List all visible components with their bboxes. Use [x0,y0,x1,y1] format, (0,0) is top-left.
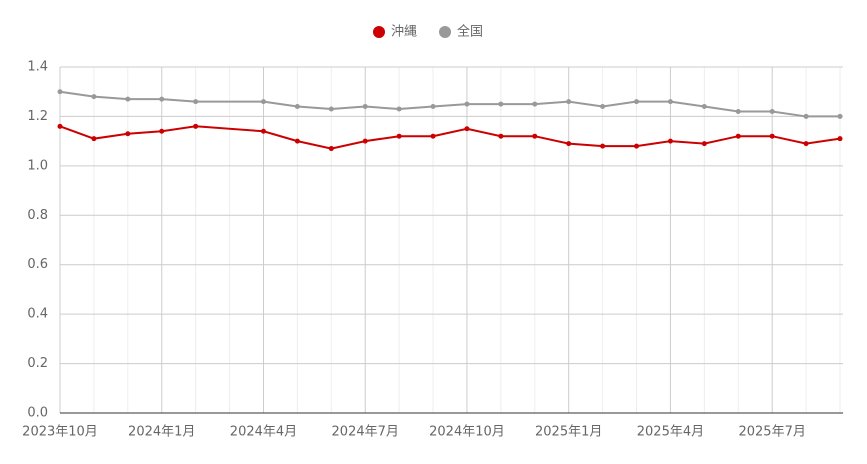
y-tick-label: 1.2 [27,109,48,124]
data-point [837,136,843,142]
data-point [532,133,538,139]
data-point [464,101,470,107]
data-point [600,143,606,149]
data-point [159,128,165,134]
data-point [430,104,436,110]
data-point [532,101,538,107]
data-point [193,99,199,105]
data-point [328,106,334,112]
data-point [396,106,402,112]
data-point [837,113,843,119]
data-point [803,141,809,147]
data-point [396,133,402,139]
data-point [362,138,368,144]
data-point [125,131,131,137]
x-tick-label: 2025年4月 [637,425,704,440]
x-tick-label: 2024年1月 [128,425,195,440]
legend-swatch [373,26,385,38]
data-point [328,146,334,152]
y-tick-label: 0.4 [27,307,48,322]
data-point [667,138,673,144]
data-point [91,94,97,100]
data-point [634,99,640,105]
x-tick-label: 2024年4月 [230,425,297,440]
data-point [57,123,63,129]
data-point [159,96,165,102]
data-point [125,96,131,102]
legend-label: 沖縄 [391,25,417,40]
legend: 沖縄 全国 [373,24,483,40]
data-point [260,99,266,105]
x-tick-label: 2025年1月 [535,425,602,440]
data-point [667,99,673,105]
data-point [735,133,741,139]
data-point [498,133,504,139]
x-tick-label: 2024年10月 [429,425,505,440]
series-line [59,125,841,150]
data-point [701,104,707,110]
data-point [57,89,63,95]
y-tick-label: 0.2 [27,356,48,371]
data-point [260,128,266,134]
data-point [634,143,640,149]
data-point [566,99,572,105]
data-point [294,104,300,110]
data-point [735,108,741,114]
data-point [430,133,436,139]
y-tick-label: 0.6 [27,257,48,272]
data-point [498,101,504,107]
series-line [59,90,840,118]
data-point [600,104,606,110]
y-tick-label: 0.0 [27,406,48,421]
data-point [91,136,97,142]
data-point [701,141,707,147]
x-tick-label: 2024年7月 [332,425,399,440]
legend-label: 全国 [457,24,483,40]
data-point [362,104,368,110]
x-tick-label: 2023年10月 [22,425,98,440]
data-point [769,108,775,114]
data-point [769,133,775,139]
legend-swatch [439,26,452,38]
y-tick-label: 0.8 [27,208,48,223]
data-point [294,138,300,144]
data-point [566,141,572,147]
data-point [803,113,809,119]
data-point [193,123,199,129]
y-tick-label: 1.0 [27,158,48,173]
y-tick-label: 1.4 [27,60,48,75]
x-tick-label: 2025年7月 [738,425,805,440]
data-point [464,126,470,132]
